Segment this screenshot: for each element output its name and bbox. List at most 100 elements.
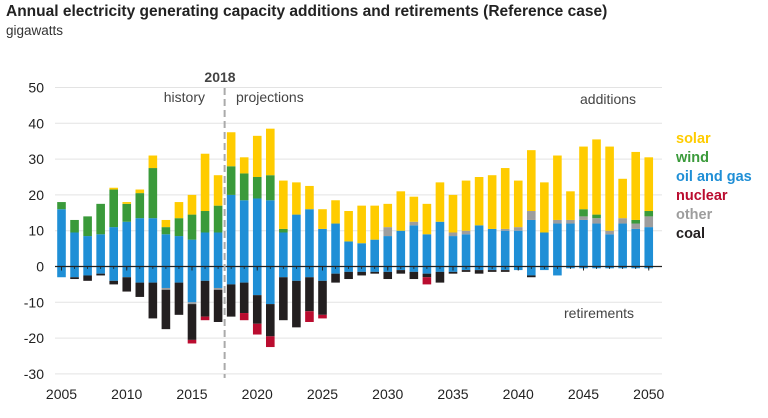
bar-segment-oil-and-gas	[279, 232, 288, 267]
bar-segment-wind	[57, 202, 66, 210]
bar-segment-wind	[592, 214, 601, 219]
bar-segment-other	[605, 230, 614, 235]
bar-segment-other	[527, 211, 536, 220]
bar-segment-coal	[226, 284, 236, 317]
y-tick-label: -10	[24, 294, 44, 310]
legend-nuclear: nuclear	[676, 188, 728, 204]
bar-segment-wind	[644, 211, 654, 217]
bar-segment-coal	[70, 277, 79, 280]
y-tick-label: 0	[36, 259, 44, 275]
bar-segment-coal	[122, 277, 132, 292]
bar-segment-oil-and-gas	[579, 219, 588, 267]
bar-segment-solar	[148, 155, 158, 169]
bar-segment-oil-and-gas	[513, 230, 523, 267]
bar-segment-oil-and-gas	[461, 234, 471, 267]
bar-segment-oil-and-gas	[553, 223, 562, 267]
bar-segment-solar	[292, 182, 301, 215]
bar-segment-oil-and-gas	[109, 266, 118, 281]
bar-segment-coal	[135, 282, 145, 297]
bar-segment-solar	[527, 150, 536, 212]
bar-segment-oil-and-gas	[200, 232, 210, 267]
bar-segment-wind	[109, 189, 118, 228]
bar-segment-oil-and-gas	[566, 223, 575, 267]
bar-segment-solar	[396, 191, 406, 231]
x-tick-label: 2050	[633, 386, 664, 402]
retirements-label: retirements	[564, 305, 634, 321]
bar-segment-coal	[266, 304, 275, 337]
bar-segment-coal	[252, 295, 262, 324]
bar-segment-other	[383, 227, 393, 237]
y-tick-label: 20	[28, 187, 44, 203]
bar-segment-oil-and-gas	[122, 221, 132, 267]
bar-segment-oil-and-gas	[422, 234, 432, 267]
bar-segment-nuclear	[187, 339, 197, 344]
bar-segment-wind	[631, 219, 640, 224]
legend-oil-and-gas: oil and gas	[676, 169, 752, 185]
bar-segment-oil-and-gas	[161, 234, 171, 267]
bar-segment-coal	[370, 271, 379, 274]
bar-segment-solar	[461, 180, 471, 231]
bar-segment-oil-and-gas	[252, 198, 262, 267]
bar-segment-oil-and-gas	[487, 228, 497, 267]
bar-segment-wind	[70, 219, 79, 233]
bar-segment-coal	[527, 275, 536, 278]
y-tick-label: 50	[28, 80, 44, 96]
bar-segment-oil-and-gas	[292, 214, 301, 267]
bar-segment-other	[409, 221, 419, 226]
divider-year-label: 2018	[204, 69, 235, 85]
bar-segment-other	[448, 232, 458, 237]
bar-segment-wind	[252, 177, 262, 199]
bar-segment-other	[618, 218, 627, 224]
bar-segment-coal	[200, 280, 210, 317]
bar-segment-nuclear	[200, 316, 210, 321]
bar-segment-nuclear	[422, 277, 432, 285]
bar-segment-solar	[409, 196, 419, 222]
bar-segment-oil-and-gas	[187, 239, 197, 267]
bar-segment-oil-and-gas	[161, 266, 171, 288]
bar-segment-solar	[592, 139, 601, 215]
bar-segment-wind	[174, 218, 184, 237]
bar-segment-wind	[187, 214, 197, 240]
bar-segment-solar	[109, 187, 118, 190]
bar-segment-coal	[279, 277, 288, 321]
bar-segment-oil-and-gas	[318, 228, 327, 267]
bar-segment-solar	[161, 219, 171, 228]
bar-segment-oil-and-gas	[618, 223, 627, 267]
bar-segment-coal	[422, 273, 432, 278]
y-tick-label: 10	[28, 223, 44, 239]
bar-segment-coal	[213, 289, 223, 322]
bar-segment-coal	[344, 271, 353, 280]
bar-segment-oil-and-gas	[409, 266, 419, 272]
legend-other: other	[676, 207, 713, 223]
bar-segment-oil-and-gas	[305, 266, 314, 278]
bar-segment-coal	[174, 282, 184, 315]
bar-segment-coal	[161, 289, 171, 330]
bar-segment-wind	[239, 173, 249, 201]
bar-segment-oil-and-gas	[318, 266, 327, 281]
bar-segment-oil-and-gas	[292, 266, 301, 281]
legend-coal: coal	[676, 226, 705, 242]
bar-segment-coal	[461, 270, 471, 272]
additions-label: additions	[580, 91, 636, 107]
bar-segment-wind	[200, 211, 210, 233]
bar-segment-oil-and-gas	[266, 266, 275, 305]
bar-segment-solar	[213, 175, 223, 206]
bar-segment-oil-and-gas	[344, 266, 353, 272]
bar-segment-solar	[344, 211, 353, 242]
bar-segment-solar	[435, 182, 445, 222]
bar-segment-other	[500, 228, 510, 231]
bar-segment-wind	[579, 209, 588, 217]
bar-segment-coal	[187, 304, 197, 340]
bar-segment-coal	[109, 280, 118, 285]
bar-segment-nuclear	[318, 314, 327, 319]
bar-segment-oil-and-gas	[70, 266, 79, 278]
bar-segment-other	[579, 216, 588, 220]
bar-segment-other	[161, 287, 171, 290]
bar-segment-oil-and-gas	[83, 266, 92, 276]
bar-segment-solar	[331, 200, 340, 224]
bar-segment-wind	[83, 216, 92, 237]
bar-segment-solar	[357, 205, 366, 244]
bar-segment-oil-and-gas	[592, 223, 601, 267]
bar-segment-oil-and-gas	[83, 236, 92, 267]
